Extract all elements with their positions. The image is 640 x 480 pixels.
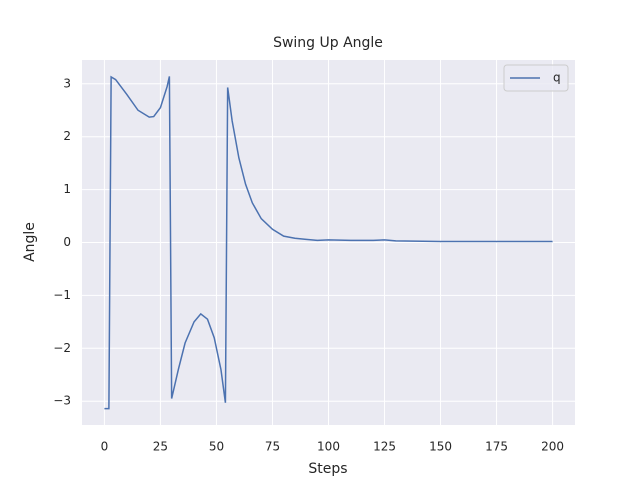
x-tick-label: 175 — [485, 440, 508, 454]
x-tick-label: 200 — [541, 440, 564, 454]
y-axis-label: Angle — [22, 222, 38, 262]
y-tick-label: −2 — [53, 341, 71, 355]
x-tick-label: 25 — [153, 440, 168, 454]
x-tick-label: 75 — [265, 440, 280, 454]
x-tick-label: 150 — [429, 440, 452, 454]
y-tick-label: −1 — [53, 288, 71, 302]
chart-title: Swing Up Angle — [273, 35, 383, 51]
y-tick-label: 1 — [63, 182, 71, 196]
y-tick-label: −3 — [53, 394, 71, 408]
y-tick-label: 0 — [63, 235, 71, 249]
y-tick-label: 3 — [63, 76, 71, 90]
x-tick-label: 125 — [373, 440, 396, 454]
x-axis-label: Steps — [308, 461, 347, 477]
x-tick-label: 100 — [317, 440, 340, 454]
data-line — [104, 75, 553, 410]
y-tick-label: 2 — [63, 129, 71, 143]
x-tick-label: 0 — [101, 440, 109, 454]
legend-label: q — [553, 71, 561, 85]
x-tick-label: 50 — [209, 440, 224, 454]
